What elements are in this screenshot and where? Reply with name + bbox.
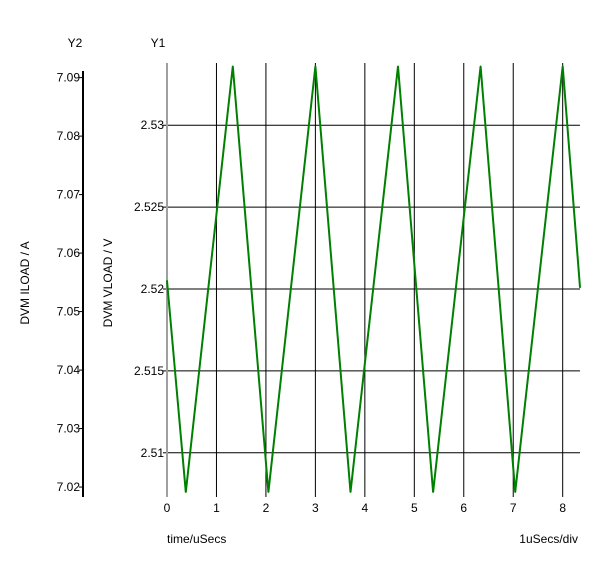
series-layer [166, 65, 581, 493]
y2-axis: 7.02 7.03 7.04 7.05 7.06 7.07 7.08 7.09 [57, 71, 84, 497]
series-point [314, 65, 317, 68]
y2-tick-label: 7.05 [57, 305, 81, 319]
series-point [349, 491, 352, 493]
y2-tick-label: 7.04 [57, 363, 81, 377]
y2-tick-label: 7.06 [57, 246, 81, 260]
x-tick-label: 5 [411, 501, 418, 515]
y2-tick-label: 7.09 [57, 71, 81, 85]
y2-axis-label: DVM ILOAD / A [18, 241, 32, 324]
y1-axis-tag: Y1 [151, 36, 166, 50]
series-line [166, 66, 581, 493]
y2-tick-label: 7.03 [57, 422, 81, 436]
y1-tick-label: 2.53 [141, 118, 165, 132]
x-axis-label: time/uSecs [167, 532, 226, 546]
series-point [579, 286, 581, 289]
series-point [184, 491, 187, 493]
grid [167, 63, 580, 497]
series-point [267, 491, 270, 493]
y1-tick-label: 2.52 [141, 282, 165, 296]
y1-tick-label: 2.525 [134, 200, 164, 214]
x-tick-label: 2 [263, 501, 270, 515]
series-point [166, 280, 168, 282]
series-point [514, 491, 517, 493]
y1-axis-label: DVM VLOAD / V [101, 239, 115, 328]
y2-tick-label: 7.02 [57, 480, 81, 494]
y1-axis: 2.51 2.515 2.52 2.525 2.53 [134, 63, 168, 497]
y2-tick-label: 7.08 [57, 129, 81, 143]
y1-tick-label: 2.51 [141, 446, 165, 460]
y2-axis-tag: Y2 [68, 36, 83, 50]
x-tick-label: 1 [213, 501, 220, 515]
series-point [432, 491, 434, 493]
x-scale-note: 1uSecs/div [519, 532, 578, 546]
series-point [397, 65, 399, 68]
series-point [561, 65, 564, 68]
series-point [479, 65, 482, 68]
x-tick-label: 8 [559, 501, 566, 515]
y1-tick-label: 2.515 [134, 364, 164, 378]
x-tick-label: 0 [164, 501, 171, 515]
x-axis: 0 1 2 3 4 5 6 7 8 [164, 501, 567, 515]
x-tick-label: 3 [312, 501, 319, 515]
x-tick-label: 6 [460, 501, 467, 515]
x-tick-label: 4 [362, 501, 369, 515]
x-tick-label: 7 [510, 501, 517, 515]
series-point [231, 65, 234, 68]
y2-tick-label: 7.07 [57, 188, 81, 202]
